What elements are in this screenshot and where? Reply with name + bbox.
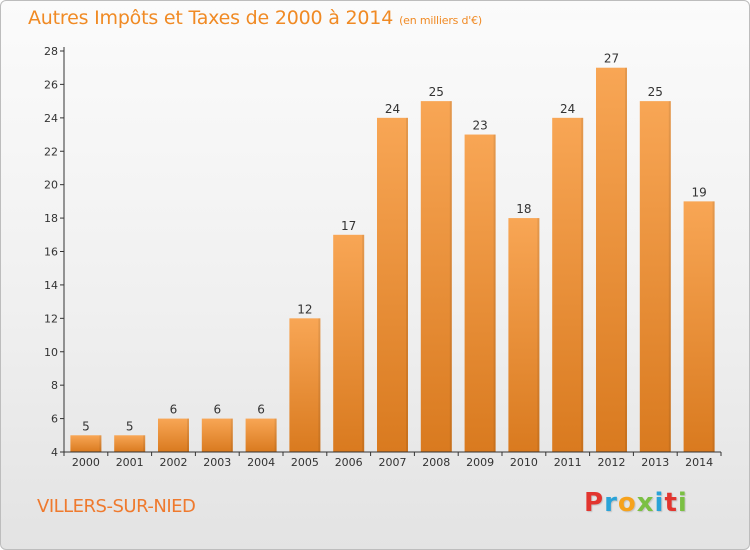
bar-shade-2004 [274, 418, 277, 452]
chart-title: Autres Impôts et Taxes de 2000 à 2014 (en… [28, 7, 482, 29]
value-label-2000: 5 [82, 419, 90, 433]
x-tick-label-2003: 2003 [203, 456, 231, 469]
x-tick-label-2000: 2000 [72, 456, 100, 469]
axes-group: 2000 2001 2002 2003 2004 2005 2006 2007 2008 2009… [44, 45, 722, 469]
y-tick-label-20: 20 [44, 179, 58, 192]
value-label-2006: 17 [341, 219, 356, 233]
y-tick-label-16: 16 [44, 246, 58, 259]
bar-2001 [114, 435, 146, 452]
bar-2007 [377, 117, 408, 452]
y-tick-label-18: 18 [44, 212, 58, 225]
value-label-2003: 6 [213, 403, 221, 417]
bar-2003 [201, 418, 233, 452]
x-tick-label-2001: 2001 [116, 456, 144, 469]
bar-shade-2002 [187, 418, 189, 452]
y-tick-label-28: 28 [44, 45, 58, 58]
bar-shade-2009 [493, 134, 496, 452]
bar-2012 [596, 67, 627, 452]
bar-2009 [464, 134, 496, 452]
bar-2013 [639, 101, 671, 452]
proxiti-logo[interactable]: Proxiti [584, 488, 688, 518]
logo-letter-4: i [654, 488, 665, 518]
bars-group [70, 67, 715, 452]
bar-2002 [158, 418, 189, 452]
y-tick-label-14: 14 [44, 279, 58, 292]
bar-shade-2003 [230, 418, 233, 452]
y-tick-label-4: 4 [51, 446, 58, 459]
logo-letter-5: t [664, 488, 678, 518]
y-tick-label-10: 10 [44, 346, 58, 359]
x-tick-label-2007: 2007 [379, 456, 407, 469]
y-tick-label-6: 6 [51, 413, 58, 426]
x-tick-label-2009: 2009 [466, 456, 494, 469]
chart-title-text: Autres Impôts et Taxes de 2000 à 2014 [28, 7, 394, 29]
logo-letter-2: o [617, 488, 637, 518]
value-label-2008: 25 [429, 85, 444, 99]
value-label-2011: 24 [560, 102, 575, 116]
value-label-2010: 18 [516, 202, 531, 216]
bar-shade-2000 [99, 435, 102, 452]
logo-letter-0: P [584, 488, 605, 518]
value-label-2001: 5 [126, 419, 134, 433]
bar-2010 [508, 218, 540, 452]
value-label-2004: 6 [257, 403, 265, 417]
bar-shade-2005 [318, 318, 321, 452]
x-tick-label-2004: 2004 [247, 456, 275, 469]
commune-name: VILLERS-SUR-NIED [37, 496, 196, 517]
x-tick-label-2005: 2005 [291, 456, 319, 469]
value-label-2013: 25 [648, 85, 663, 99]
value-label-2014: 19 [691, 185, 706, 199]
bar-shade-2012 [625, 67, 627, 452]
chart-unit: (en milliers d'€) [399, 14, 482, 27]
bar-shade-2013 [668, 101, 671, 452]
y-tick-label-26: 26 [44, 78, 58, 91]
x-tick-label-2006: 2006 [335, 456, 363, 469]
bar-2006 [333, 234, 365, 452]
bar-2008 [420, 101, 452, 452]
bar-shade-2001 [143, 435, 146, 452]
x-tick-label-2010: 2010 [510, 456, 538, 469]
y-tick-label-22: 22 [44, 145, 58, 158]
bar-shade-2008 [449, 101, 452, 452]
x-tick-label-2012: 2012 [598, 456, 626, 469]
bar-shade-2010 [537, 218, 540, 452]
value-label-2009: 23 [472, 119, 487, 133]
y-tick-label-24: 24 [44, 112, 58, 125]
bar-2000 [70, 435, 102, 452]
logo-letter-1: r [604, 488, 618, 518]
bar-2004 [245, 418, 277, 452]
bar-2014 [683, 201, 715, 452]
x-tick-label-2011: 2011 [554, 456, 582, 469]
value-label-2012: 27 [604, 52, 619, 66]
value-labels-group: 5 5 6 6 6 12 17 24 25 23 18 24 27 25 19 [82, 52, 707, 434]
bar-2011 [552, 117, 584, 452]
value-label-2005: 12 [297, 302, 312, 316]
bar-shade-2006 [362, 234, 365, 452]
bar-shade-2014 [712, 201, 715, 452]
bar-shade-2011 [581, 117, 584, 452]
bar-shade-2007 [406, 117, 408, 452]
bar-2005 [289, 318, 321, 452]
logo-letter-3: x [636, 488, 655, 518]
y-tick-label-12: 12 [44, 312, 58, 325]
x-tick-label-2013: 2013 [641, 456, 669, 469]
x-tick-label-2008: 2008 [422, 456, 450, 469]
logo-letter-6: i [677, 488, 688, 518]
x-tick-label-2014: 2014 [685, 456, 713, 469]
value-label-2007: 24 [385, 102, 400, 116]
y-tick-label-8: 8 [51, 379, 58, 392]
value-label-2002: 6 [170, 403, 178, 417]
x-tick-label-2002: 2002 [160, 456, 188, 469]
